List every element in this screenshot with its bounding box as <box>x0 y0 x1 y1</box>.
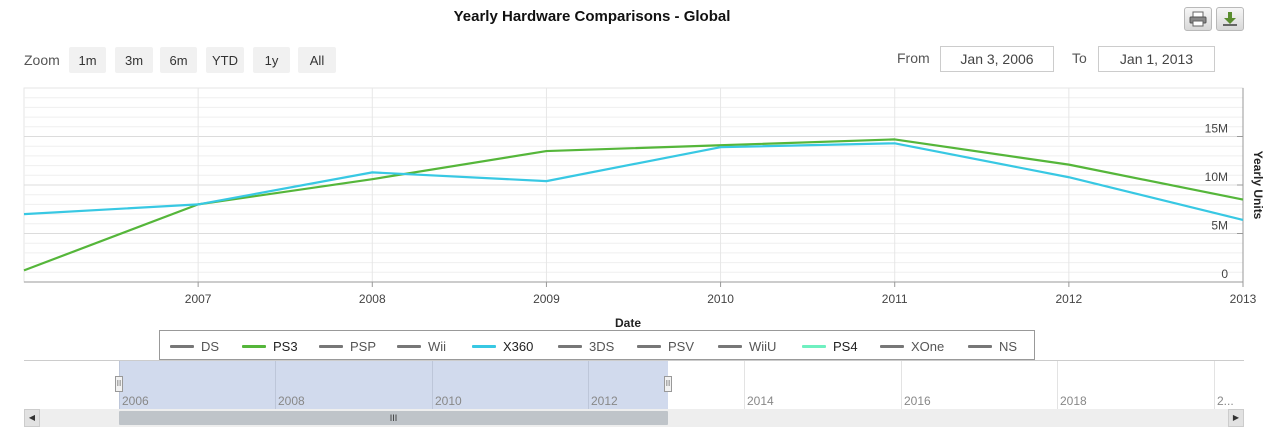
legend-item-wii[interactable]: Wii <box>397 338 446 354</box>
from-label: From <box>897 50 930 66</box>
legend-label: X360 <box>503 338 534 354</box>
to-date-input[interactable]: Jan 1, 2013 <box>1098 46 1215 72</box>
series-line-ps3 <box>23 138 1244 272</box>
legend-label: PS4 <box>833 338 858 354</box>
navigator-label: 2... <box>1217 394 1234 408</box>
legend-label: 3DS <box>589 338 615 354</box>
scroll-right-button[interactable]: ▶ <box>1228 409 1244 427</box>
from-date-input[interactable]: Jan 3, 2006 <box>940 46 1054 72</box>
legend-swatch <box>472 344 496 348</box>
legend-label: WiiU <box>749 338 777 354</box>
navigator-label: 2012 <box>591 394 618 408</box>
navigator-label: 2008 <box>278 394 305 408</box>
scroll-left-button[interactable]: ◀ <box>24 409 40 427</box>
legend-swatch <box>319 344 343 348</box>
legend-label: PS3 <box>273 338 298 354</box>
navigator-label: 2018 <box>1060 394 1087 408</box>
zoom-button-1y[interactable]: 1y <box>253 47 290 73</box>
y-tick-label: 0 <box>1221 267 1228 281</box>
legend-item-psp[interactable]: PSP <box>319 338 376 354</box>
navigator-gridline <box>901 361 902 409</box>
navigator-gridline <box>1057 361 1058 409</box>
navigator-right-handle[interactable]: II <box>664 376 672 392</box>
legend-label: NS <box>999 338 1018 354</box>
legend-item-x360[interactable]: X360 <box>472 338 533 354</box>
navigator-gridline <box>588 361 589 409</box>
y-tick-label: 10M <box>1205 170 1228 184</box>
zoom-button-ytd[interactable]: YTD <box>206 47 244 73</box>
scroll-thumb[interactable]: III <box>119 411 668 425</box>
navigator[interactable]: II II 2006 2008 2010 2012 2014 2016 2018 2... <box>24 360 1244 409</box>
legend-swatch <box>968 344 992 348</box>
zoom-label: Zoom <box>24 52 60 68</box>
legend-item-ds[interactable]: DS <box>170 338 219 354</box>
chart-title: Yearly Hardware Comparisons - Global <box>453 8 731 25</box>
navigator-label: 2006 <box>122 394 149 408</box>
legend-item-ps4[interactable]: PS4 <box>802 338 858 354</box>
legend-item-ps3[interactable]: PS3 <box>242 338 298 354</box>
navigator-label: 2014 <box>747 394 774 408</box>
download-icon <box>1223 12 1237 26</box>
printer-icon <box>1189 11 1207 27</box>
navigator-label: 2016 <box>904 394 931 408</box>
legend-label: PSP <box>350 338 377 354</box>
navigator-label: 2010 <box>435 394 462 408</box>
legend-label: DS <box>201 338 220 354</box>
legend-swatch <box>558 344 582 348</box>
legend-swatch <box>242 344 266 348</box>
navigator-gridline <box>744 361 745 409</box>
zoom-button-3m[interactable]: 3m <box>115 47 153 73</box>
y-tick-label: 5M <box>1211 219 1228 233</box>
legend-swatch <box>637 344 661 348</box>
navigator-gridline <box>275 361 276 409</box>
navigator-left-handle[interactable]: II <box>115 376 123 392</box>
legend-item-ns[interactable]: NS <box>968 338 1017 354</box>
y-axis-title: Yearly Units <box>1251 151 1265 220</box>
legend-label: PSV <box>668 338 695 354</box>
x-tick-label: 2008 <box>359 292 386 306</box>
legend-item-wiiu[interactable]: WiiU <box>718 338 776 354</box>
x-axis-title: Date <box>615 316 641 330</box>
legend-swatch <box>718 344 742 348</box>
legend-item-xone[interactable]: XOne <box>880 338 944 354</box>
x-tick-label: 2013 <box>1230 292 1257 306</box>
legend-swatch <box>397 344 421 348</box>
navigator-gridline <box>432 361 433 409</box>
print-button[interactable] <box>1184 7 1212 31</box>
legend-swatch <box>880 344 904 348</box>
download-button[interactable] <box>1216 7 1244 31</box>
x-tick-label: 2007 <box>185 292 212 306</box>
y-tick-label: 15M <box>1205 122 1228 136</box>
navigator-selection[interactable] <box>119 361 668 409</box>
zoom-button-all[interactable]: All <box>298 47 336 73</box>
legend: DS PS3 PSP Wii X360 3DS PSV WiiU PS4 XOne NS <box>159 330 1035 360</box>
legend-swatch <box>802 344 826 348</box>
to-label: To <box>1072 50 1087 66</box>
zoom-button-1m[interactable]: 1m <box>69 47 106 73</box>
legend-swatch <box>170 344 194 348</box>
legend-label: Wii <box>428 338 447 354</box>
navigator-gridline <box>1214 361 1215 409</box>
x-tick-label: 2010 <box>707 292 734 306</box>
x-tick-label: 2009 <box>533 292 560 306</box>
zoom-button-6m[interactable]: 6m <box>160 47 197 73</box>
x-tick-label: 2012 <box>1056 292 1083 306</box>
legend-item-3ds[interactable]: 3DS <box>558 338 614 354</box>
x-tick-label: 2011 <box>882 292 908 306</box>
series-line-x360 <box>23 142 1244 221</box>
legend-label: XOne <box>911 338 945 354</box>
navigator-scrollbar[interactable]: ◀ III ▶ <box>24 409 1244 427</box>
legend-item-psv[interactable]: PSV <box>637 338 694 354</box>
